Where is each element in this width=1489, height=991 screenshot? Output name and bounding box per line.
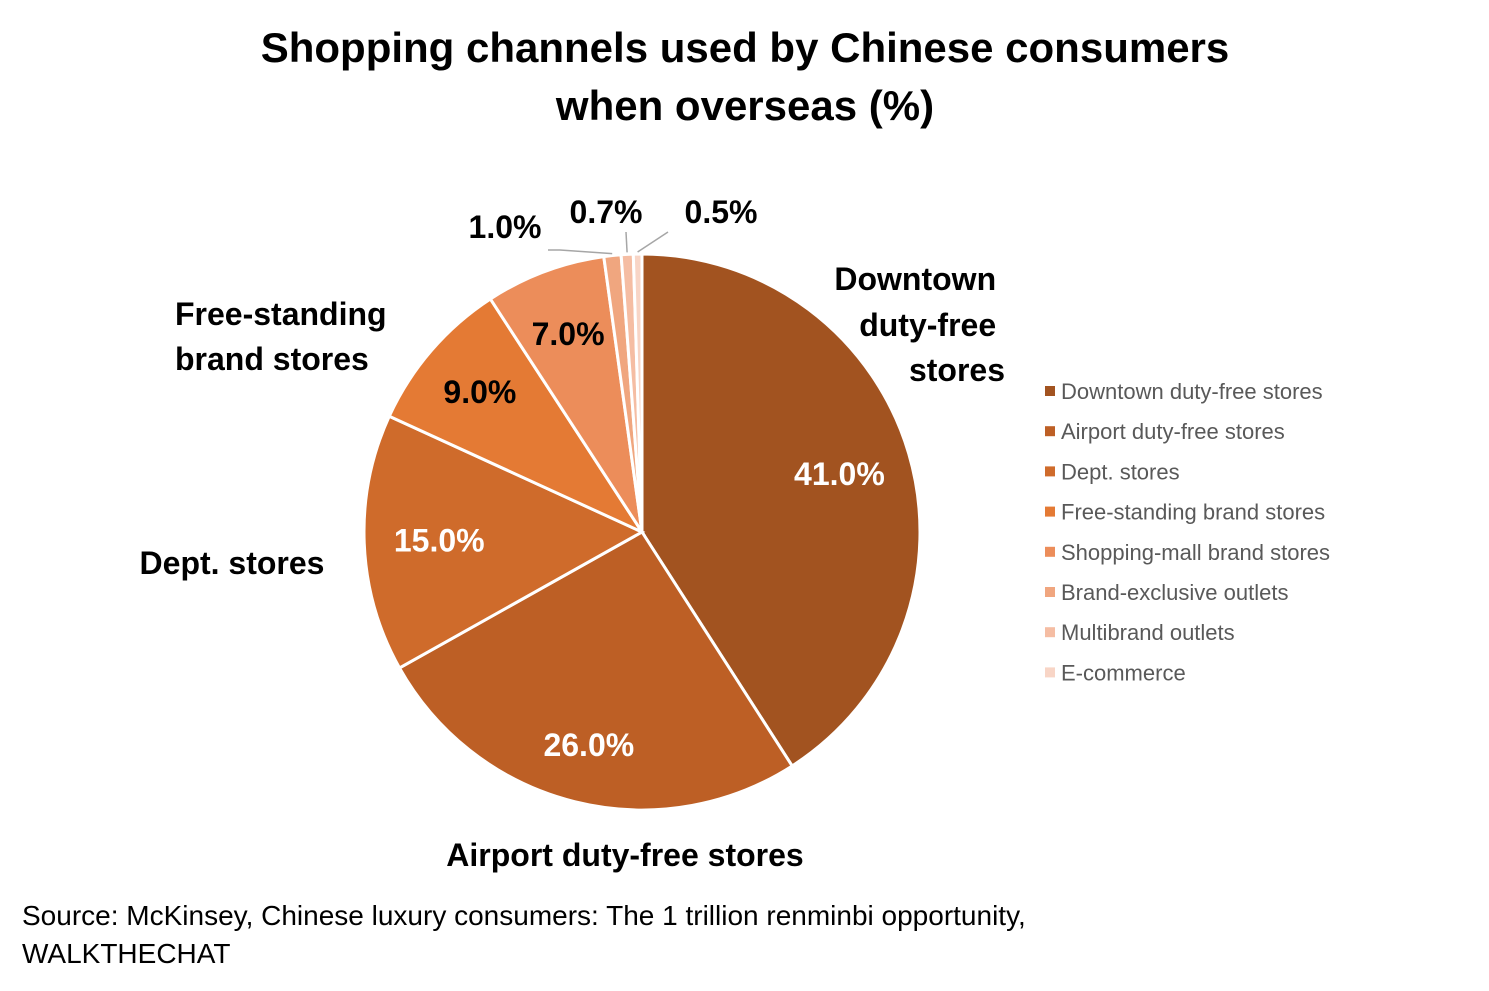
chart-legend: Downtown duty-free stores Airport duty-fr… bbox=[1045, 379, 1330, 685]
legend-swatch-airport-duty-free-stores bbox=[1045, 426, 1055, 437]
category-label-free-standing: Free-standing brand stores bbox=[175, 296, 395, 377]
pie-slices bbox=[362, 252, 922, 812]
legend-label-brand-exclusive-outlets: Brand-exclusive outlets bbox=[1061, 580, 1288, 605]
legend-label-free-standing-brand-stores: Free-standing brand stores bbox=[1061, 500, 1325, 525]
legend-label-downtown-duty-free-stores: Downtown duty-free stores bbox=[1061, 379, 1323, 404]
legend-label-multibrand-outlets: Multibrand outlets bbox=[1061, 620, 1235, 645]
value-label-brand-exclusive-outlets: 1.0% bbox=[469, 209, 542, 245]
pie-slice-shopping-mall-brand-stores bbox=[488, 254, 644, 533]
percentage-labels: 41.0% 26.0% 15.0% 9.0% 7.0% 1.0% 0.7% 0.5% bbox=[394, 194, 885, 763]
legend-label-dept-stores: Dept. stores bbox=[1061, 459, 1180, 484]
legend-swatch-brand-exclusive-outlets bbox=[1045, 587, 1055, 597]
legend-swatch-dept-stores bbox=[1045, 466, 1055, 477]
legend-swatch-shopping-mall-brand-stores bbox=[1045, 546, 1055, 557]
leader-line-brand-exclusive-outlets bbox=[548, 249, 613, 255]
chart-title-line-2: when overseas (%) bbox=[555, 82, 934, 129]
value-label-shopping-mall-brand-stores: 7.0% bbox=[532, 316, 605, 352]
chart-title-line-1: Shopping channels used by Chinese consum… bbox=[261, 24, 1230, 71]
legend-swatch-e-commerce bbox=[1045, 667, 1055, 678]
category-label-downtown: Downtown duty-free stores bbox=[834, 261, 1005, 388]
category-label-airport: Airport duty-free stores bbox=[446, 837, 803, 873]
category-label-dept-stores: Dept. stores bbox=[140, 545, 325, 581]
value-label-airport-duty-free-stores: 26.0% bbox=[543, 727, 634, 763]
legend-label-shopping-mall-brand-stores: Shopping-mall brand stores bbox=[1061, 540, 1330, 565]
legend-swatch-multibrand-outlets bbox=[1045, 627, 1055, 638]
value-label-e-commerce: 0.5% bbox=[685, 194, 758, 230]
legend-label-e-commerce: E-commerce bbox=[1061, 660, 1186, 685]
source-line-1: Source: McKinsey, Chinese luxury consume… bbox=[22, 900, 1026, 931]
leader-line-e-commerce bbox=[637, 231, 669, 253]
legend-swatch-free-standing-brand-stores bbox=[1045, 506, 1055, 517]
legend-swatch-downtown-duty-free-stores bbox=[1045, 386, 1055, 396]
pie-slice-dept-stores bbox=[362, 414, 646, 671]
value-label-dept-stores: 15.0% bbox=[394, 522, 485, 558]
legend-label-airport-duty-free-stores: Airport duty-free stores bbox=[1061, 419, 1285, 444]
source-line-2: WALKTHECHAT bbox=[22, 938, 230, 969]
pie-slice-e-commerce bbox=[631, 252, 644, 533]
pie-slice-free-standing-brand-stores bbox=[387, 296, 647, 536]
leader-lines bbox=[548, 231, 669, 255]
value-label-free-standing-brand-stores: 9.0% bbox=[443, 374, 516, 410]
value-label-downtown-duty-free-stores: 41.0% bbox=[794, 456, 885, 492]
leader-line-multibrand-outlets bbox=[625, 231, 628, 253]
pie-slice-airport-duty-free-stores bbox=[397, 530, 795, 812]
value-label-multibrand-outlets: 0.7% bbox=[570, 194, 643, 230]
